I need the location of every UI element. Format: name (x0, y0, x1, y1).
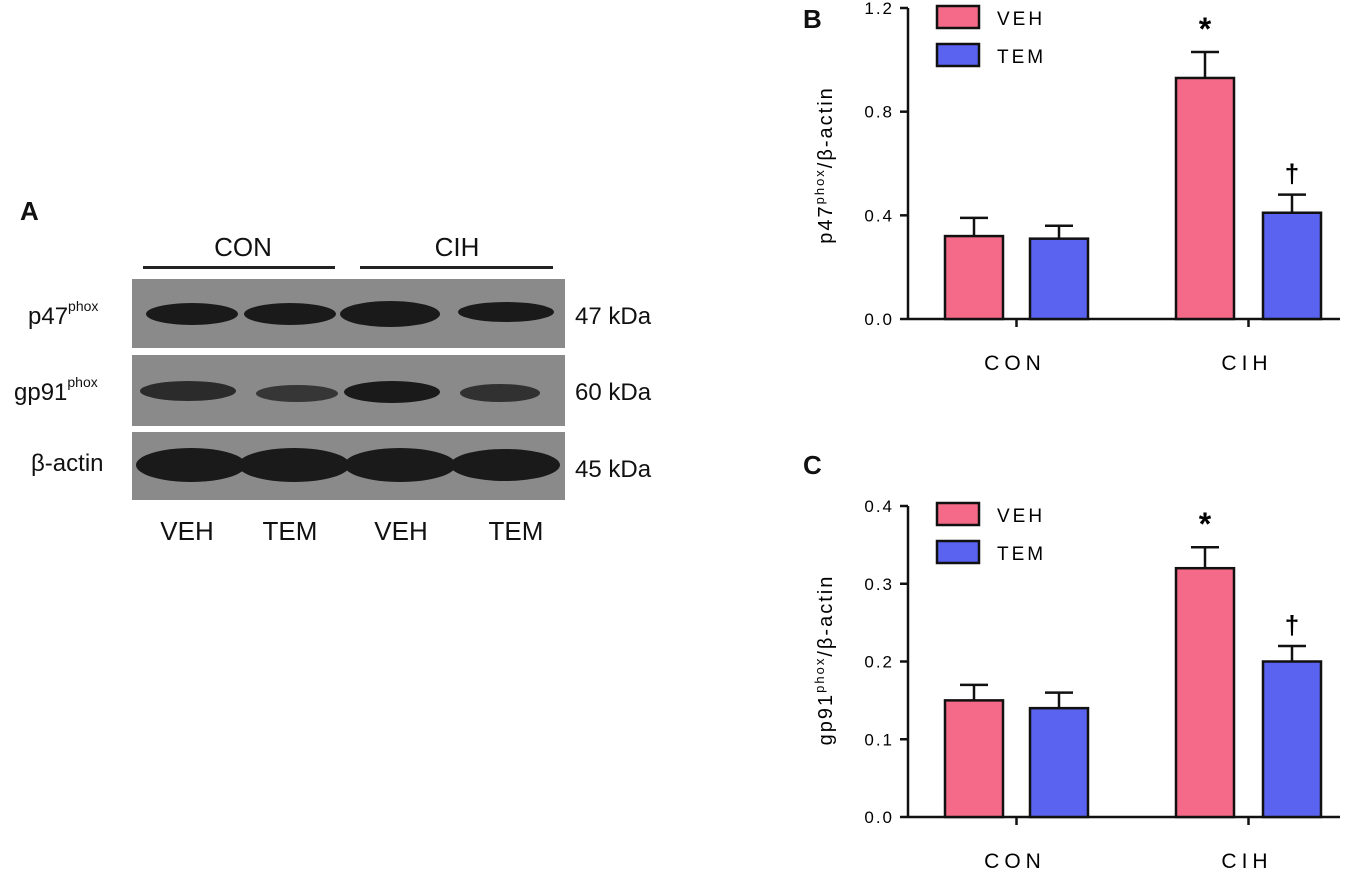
bar (1028, 706, 1090, 819)
group-line-cih (360, 266, 553, 269)
bar (1028, 237, 1090, 321)
kda-label-gp91: 60 kDa (575, 379, 652, 406)
lane-label-4: TEM (488, 516, 544, 546)
y-axis-label-main: p47 (815, 204, 837, 243)
blot-band (344, 448, 456, 482)
blot-band (340, 301, 440, 327)
bar (943, 234, 1005, 321)
group-label-con: CON (214, 232, 272, 262)
y-axis-label-main: gp91 (815, 693, 837, 746)
blot-band (460, 384, 540, 402)
blot-band (344, 381, 440, 403)
legend-label: TEM (997, 544, 1046, 565)
lane-label-1: VEH (160, 516, 214, 546)
legend-swatch (935, 42, 981, 68)
row-label-sup: phox (67, 374, 98, 390)
blot-band (458, 302, 554, 322)
row-label-p47: p47phox (28, 298, 98, 331)
bar (943, 699, 1005, 819)
y-tick-label: 0.1 (864, 730, 894, 749)
legend-label: VEH (997, 9, 1045, 30)
y-tick-label: 0.2 (864, 653, 894, 672)
y-axis-label-sup: phox (812, 168, 827, 204)
y-tick-label: 0.4 (864, 206, 894, 225)
y-tick-label: 0.8 (864, 103, 894, 122)
bar (1261, 211, 1323, 321)
y-tick-label: 0.3 (864, 575, 894, 594)
significance-marker: † (1285, 159, 1299, 189)
y-tick-label: 1.2 (864, 0, 894, 18)
blot-strip-gp91 (132, 355, 565, 426)
legend-swatch (935, 539, 981, 565)
x-tick-label: CIH (1221, 352, 1272, 375)
y-axis-label-rest: /β-actin (815, 86, 837, 168)
legend-swatch (935, 501, 981, 527)
row-label-sup: phox (68, 298, 99, 314)
blot-band (136, 448, 246, 482)
y-tick-label: 0.0 (864, 310, 894, 329)
row-label-beta-actin: β-actin (31, 450, 104, 478)
blot-band (238, 448, 350, 482)
x-tick-label: CIH (1221, 850, 1272, 873)
group-label-cih: CIH (434, 232, 480, 262)
y-axis-label: gp91phox/β-actin (812, 575, 837, 746)
row-label-main: p47 (28, 303, 69, 330)
y-axis-label-rest: /β-actin (815, 575, 837, 657)
blot-band (256, 385, 338, 402)
blot-strip-beta-actin (132, 432, 565, 500)
group-line-con (143, 266, 335, 269)
panel-b-letter: B (803, 4, 822, 34)
legend-label: VEH (997, 506, 1045, 527)
legend-swatch (935, 4, 981, 30)
x-tick-label: CON (984, 352, 1046, 375)
blot-band (146, 303, 238, 325)
significance-marker: * (1199, 506, 1212, 542)
y-axis-label-sup: phox (812, 657, 827, 693)
bar (1174, 566, 1236, 819)
bar (1261, 660, 1323, 819)
blot-strip-p47 (132, 279, 565, 348)
row-label-gp91: gp91phox (14, 374, 98, 407)
significance-marker: * (1199, 11, 1212, 47)
blot-band (140, 381, 236, 401)
legend-label: TEM (997, 47, 1046, 68)
y-tick-label: 0.0 (864, 808, 894, 827)
significance-marker: † (1285, 610, 1299, 640)
kda-label-beta-actin: 45 kDa (575, 456, 652, 483)
panel-c-letter: C (803, 450, 822, 480)
row-label-main: β-actin (31, 450, 104, 477)
row-label-main: gp91 (14, 379, 68, 406)
x-tick-label: CON (984, 850, 1046, 873)
blot-band (244, 303, 336, 325)
blot-band (450, 449, 560, 481)
y-tick-label: 0.4 (864, 497, 894, 516)
y-axis-label: p47phox/β-actin (812, 86, 837, 244)
lane-label-3: VEH (374, 516, 428, 546)
lane-label-2: TEM (262, 516, 318, 546)
bar (1174, 76, 1236, 321)
panel-a-letter: A (20, 196, 39, 226)
kda-label-p47: 47 kDa (575, 303, 652, 330)
